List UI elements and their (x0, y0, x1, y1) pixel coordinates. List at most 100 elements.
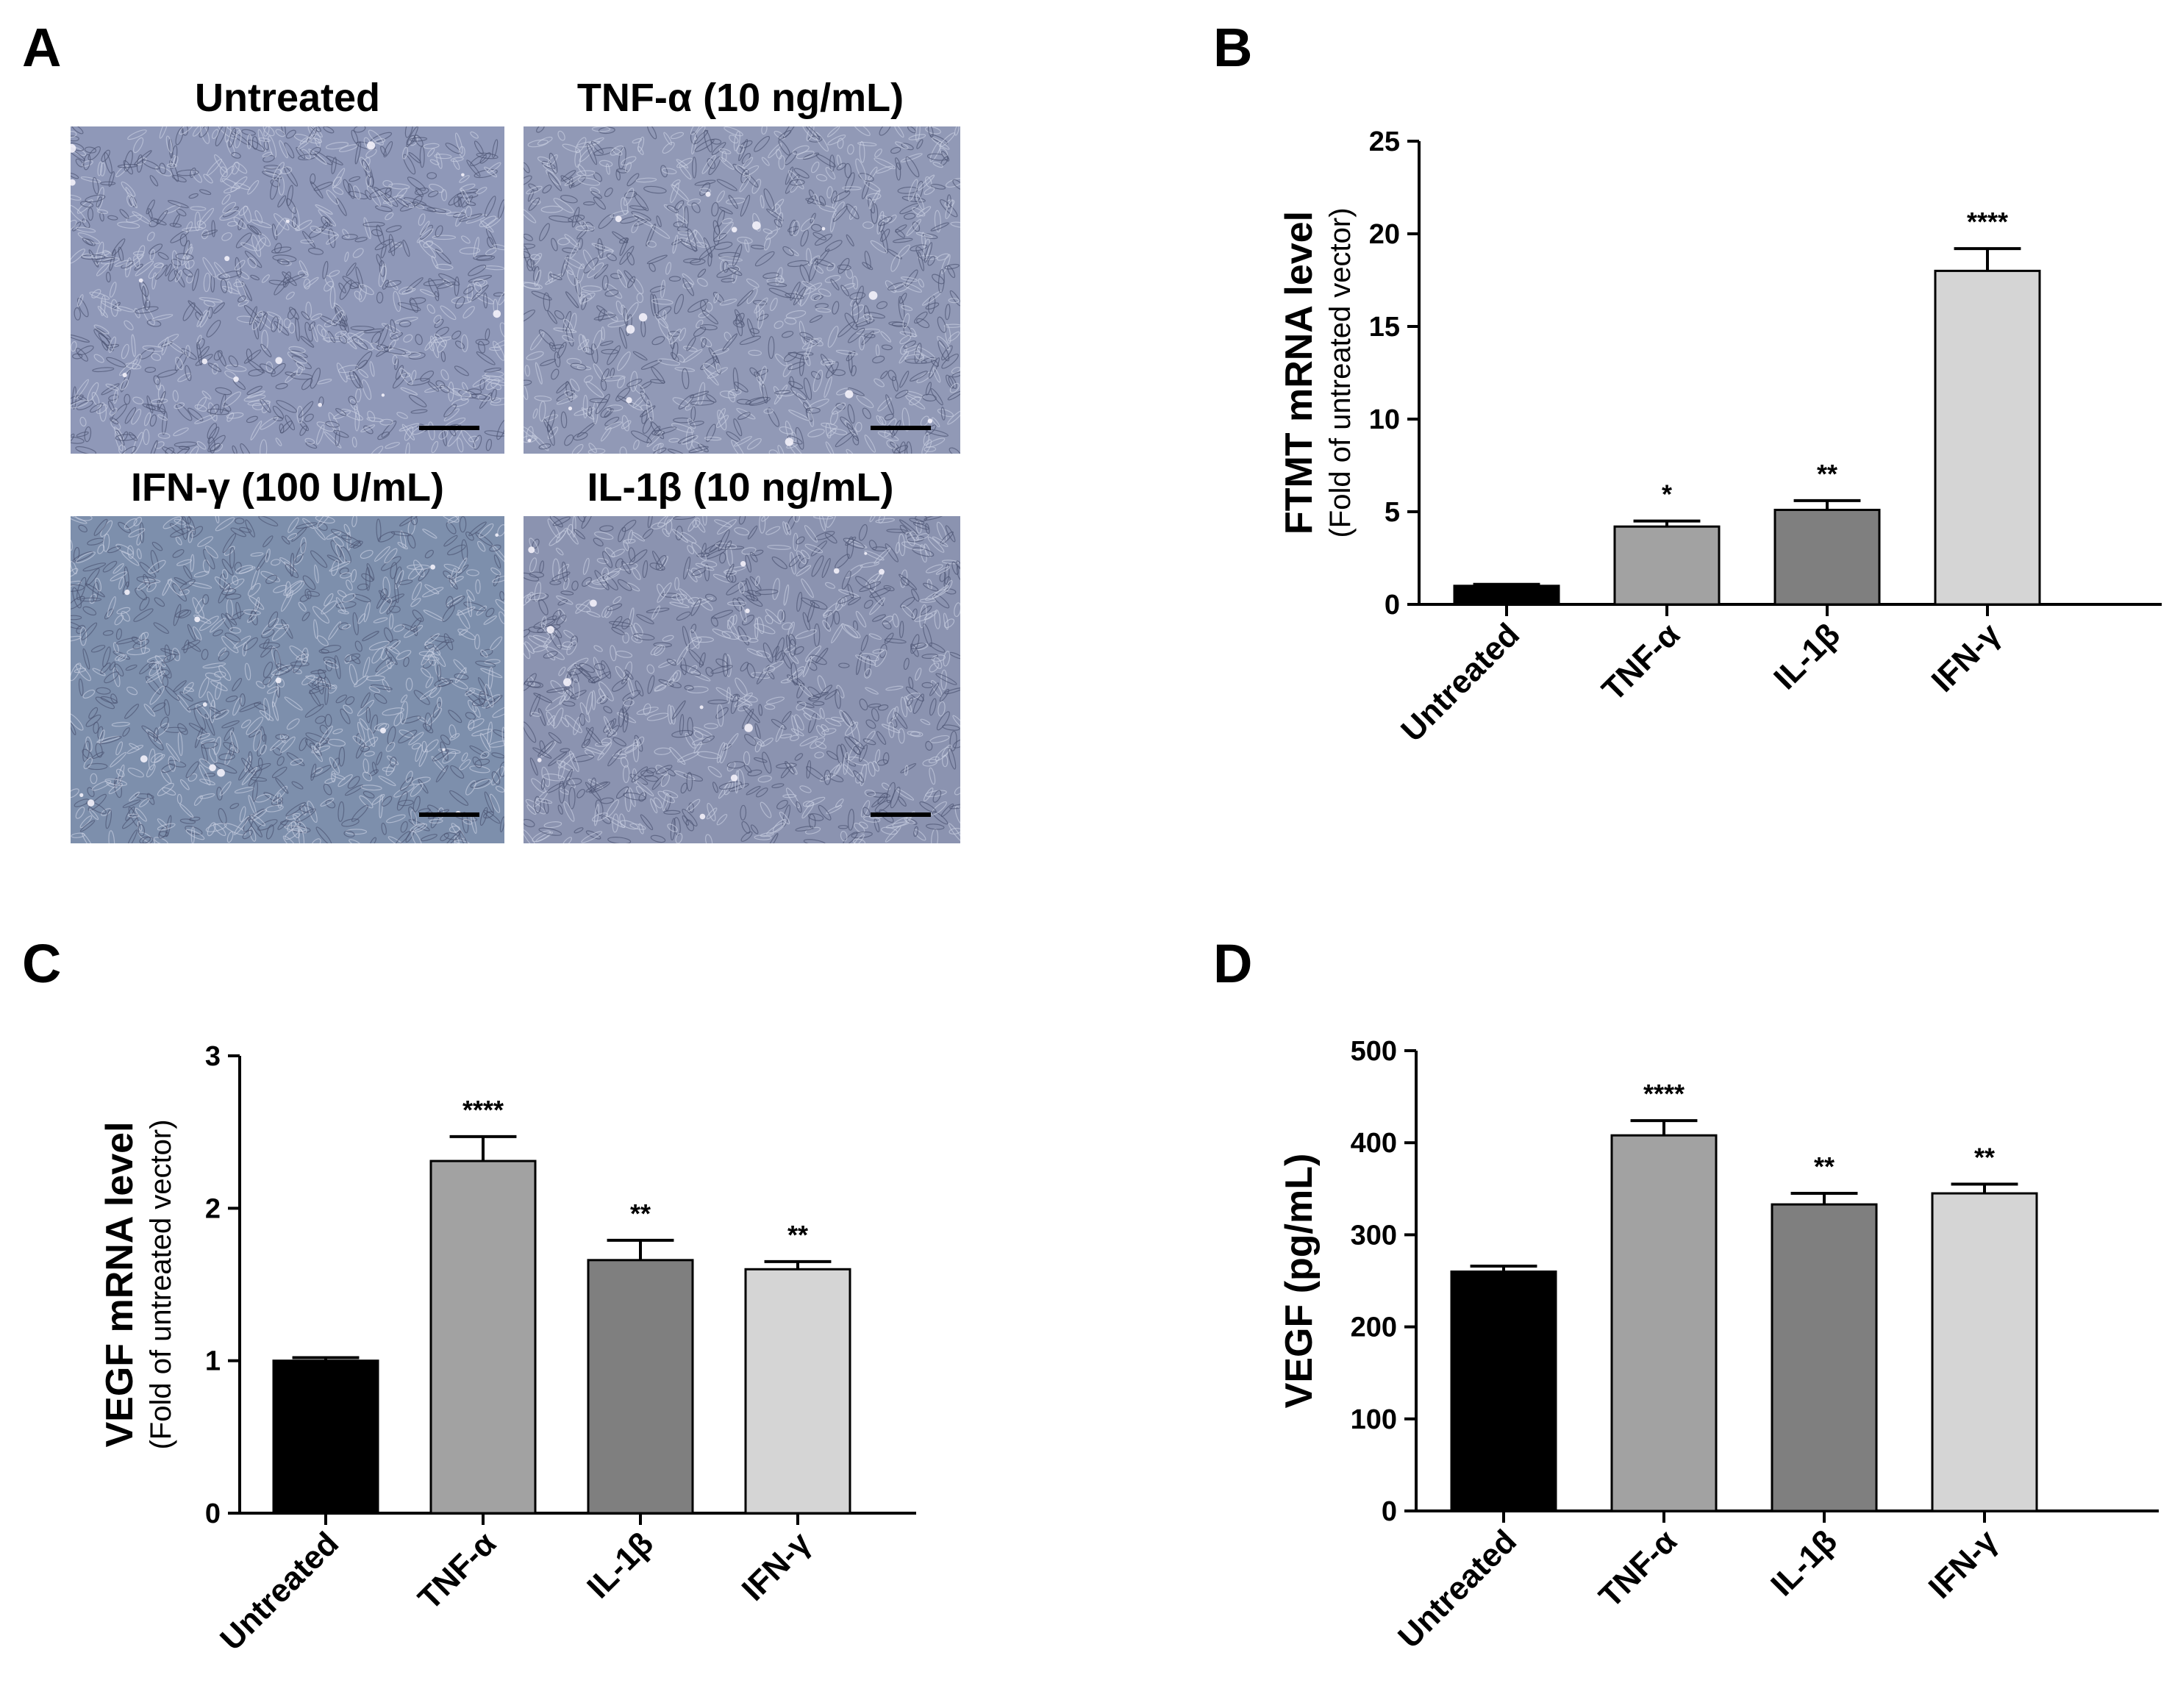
cell-shape (139, 562, 157, 578)
cell-shape (493, 574, 500, 587)
cell-shape (824, 690, 838, 700)
cell-shape (179, 579, 196, 591)
cell-shape (904, 765, 909, 776)
cell-shape (794, 714, 804, 731)
cell-shape (670, 818, 676, 841)
bar (1610, 1134, 1718, 1512)
cell-shape (550, 680, 565, 694)
cell-shape (902, 312, 910, 329)
cell-shape (232, 445, 237, 454)
cell-shape (126, 686, 138, 696)
cell-shape (537, 136, 553, 146)
bright-cell (568, 406, 573, 411)
cell-shape (459, 213, 483, 222)
cell-shape (459, 175, 470, 183)
cell-shape (782, 610, 786, 623)
cell-shape (225, 612, 237, 626)
cell-shape (99, 736, 122, 745)
cell-shape (102, 533, 110, 552)
cell-shape (291, 781, 304, 790)
cell-shape (179, 818, 196, 824)
cell-shape (716, 814, 728, 826)
cell-shape (340, 708, 351, 724)
cell-shape (196, 335, 202, 345)
cell-shape (310, 313, 323, 321)
cell-shape (292, 668, 302, 674)
cell-shape (165, 743, 180, 762)
cell-shape (726, 563, 735, 579)
bright-cell (638, 312, 648, 322)
cell-shape (185, 826, 203, 835)
cell-shape (754, 251, 775, 267)
cell-shape (615, 300, 624, 315)
cell-shape (877, 792, 888, 805)
cell-shape (450, 568, 457, 587)
cell-shape (162, 578, 172, 596)
cell-shape (302, 518, 315, 529)
cell-shape (475, 660, 496, 668)
cell-shape (454, 365, 469, 376)
cell-shape (743, 695, 758, 703)
cell-shape (291, 526, 307, 542)
bright-cell (194, 616, 201, 623)
cell-shape (532, 645, 549, 653)
cell-shape (275, 734, 290, 740)
cell-shape (271, 559, 281, 566)
cell-shape (569, 750, 579, 773)
cell-shape (525, 591, 534, 604)
cell-shape (101, 149, 110, 162)
cell-shape (76, 199, 93, 214)
cell-shape (905, 395, 926, 410)
cell-shape (597, 237, 604, 259)
cell-shape (782, 246, 794, 257)
cell-shape (650, 224, 671, 239)
cell-shape (937, 408, 954, 418)
cell-shape (308, 149, 327, 165)
cell-shape (224, 823, 246, 836)
cell-shape (840, 743, 849, 760)
cell-shape (351, 336, 368, 350)
cell-shape (534, 582, 542, 602)
cell-shape (643, 185, 667, 194)
cell-shape (840, 830, 848, 842)
cell-shape (905, 692, 921, 700)
scale-bar (871, 426, 931, 430)
cell-shape (108, 394, 119, 401)
cell-shape (810, 293, 821, 301)
cell-shape (944, 263, 960, 270)
cell-shape (932, 790, 942, 803)
cell-shape (226, 139, 235, 157)
cell-shape (763, 188, 775, 211)
cell-shape (367, 728, 376, 747)
cell-shape (285, 564, 299, 579)
cell-shape (207, 306, 213, 319)
cell-shape (456, 606, 476, 616)
cell-shape (288, 346, 306, 354)
cell-shape (651, 429, 665, 437)
cell-shape (422, 587, 444, 598)
cell-shape (693, 741, 703, 754)
cell-shape (328, 412, 340, 432)
cell-shape (418, 568, 430, 582)
cell-shape (777, 445, 785, 454)
cell-shape (212, 362, 219, 375)
cell-shape (776, 212, 784, 230)
bright-cell (318, 402, 323, 407)
cell-shape (774, 321, 784, 329)
cell-shape (903, 212, 916, 220)
cell-shape (333, 429, 349, 438)
cell-shape (610, 368, 615, 378)
cell-shape (159, 126, 168, 139)
cell-shape (529, 571, 545, 578)
cell-shape (382, 576, 390, 598)
cell-shape (403, 624, 424, 638)
cell-shape (485, 248, 497, 256)
cell-shape (754, 835, 772, 840)
cell-shape (862, 738, 876, 746)
cell-shape (79, 597, 102, 602)
cell-shape (626, 173, 640, 187)
cell-shape (782, 521, 788, 535)
cell-shape (239, 806, 246, 823)
cell-shape (492, 575, 504, 583)
cell-shape (819, 707, 825, 719)
